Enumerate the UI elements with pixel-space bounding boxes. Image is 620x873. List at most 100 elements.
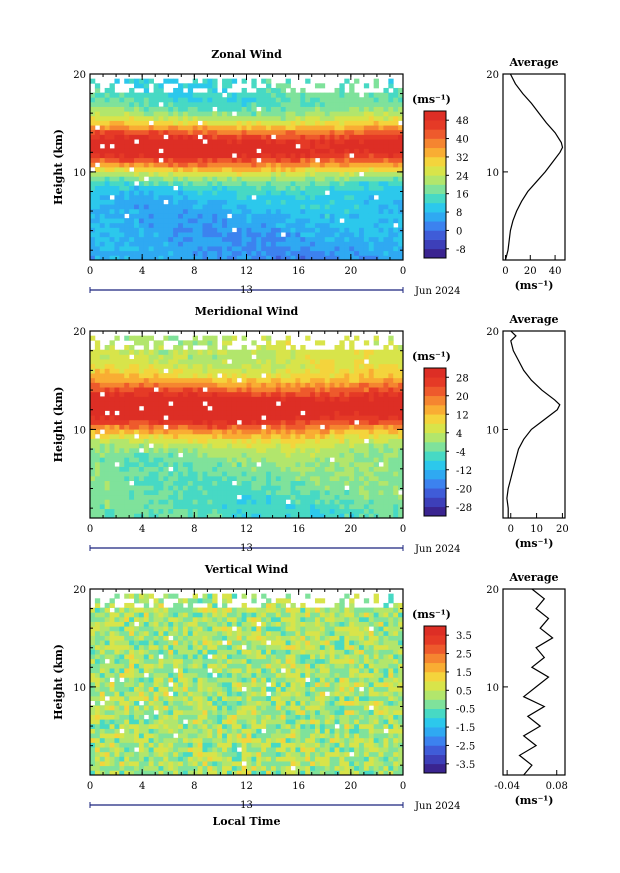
heatmap-cell bbox=[202, 236, 208, 242]
heatmap-cell bbox=[202, 443, 208, 449]
heatmap-cell bbox=[90, 143, 96, 149]
heatmap-cell bbox=[129, 204, 135, 210]
heatmap-cell bbox=[275, 157, 282, 163]
heatmap-cell bbox=[378, 208, 384, 214]
heatmap-cell bbox=[339, 345, 345, 351]
heatmap-cell bbox=[158, 457, 164, 463]
heatmap-cell bbox=[217, 213, 223, 219]
heatmap-cell bbox=[275, 499, 282, 505]
heatmap-cell bbox=[217, 180, 223, 186]
heatmap-cell bbox=[275, 148, 282, 154]
heatmap-cell bbox=[266, 508, 272, 514]
heatmap-cell bbox=[212, 499, 218, 505]
heatmap-cell bbox=[368, 250, 375, 256]
heatmap-cell bbox=[197, 387, 203, 393]
heatmap-cell bbox=[261, 115, 267, 121]
heatmap-cell bbox=[173, 447, 179, 453]
heatmap-cell bbox=[334, 129, 340, 135]
heatmap-cell bbox=[124, 489, 130, 496]
heatmap-cell bbox=[217, 101, 223, 107]
heatmap-cell bbox=[383, 475, 389, 482]
heatmap-cell bbox=[143, 218, 150, 224]
heatmap-cell bbox=[173, 373, 179, 379]
panel-title: Meridional Wind bbox=[195, 305, 299, 318]
heatmap-cell bbox=[266, 153, 272, 159]
heatmap-cell bbox=[207, 120, 213, 126]
heatmap-cell bbox=[270, 157, 277, 163]
heatmap-cell bbox=[129, 410, 135, 416]
heatmap-cell bbox=[261, 143, 267, 149]
heatmap-cell bbox=[368, 405, 375, 411]
heatmap-cell bbox=[182, 471, 189, 477]
heatmap-cell bbox=[114, 125, 120, 131]
heatmap-cell bbox=[143, 129, 150, 135]
heatmap-cell bbox=[378, 101, 384, 107]
heatmap-cell bbox=[119, 92, 125, 98]
heatmap-cell bbox=[251, 83, 257, 89]
colorbar-segment bbox=[424, 479, 446, 489]
heatmap-cell bbox=[339, 157, 345, 163]
heatmap-cell bbox=[222, 208, 228, 214]
heatmap-cell bbox=[168, 499, 174, 505]
heatmap-cell bbox=[349, 447, 355, 453]
heatmap-cell bbox=[319, 503, 326, 510]
heatmap-cell bbox=[99, 447, 106, 453]
heatmap-cell bbox=[344, 143, 350, 149]
heatmap-cell bbox=[153, 359, 159, 365]
heatmap-cell bbox=[197, 452, 203, 458]
heatmap-cell bbox=[99, 387, 106, 393]
heatmap-cell bbox=[246, 419, 252, 425]
heatmap-cell bbox=[305, 227, 311, 233]
heatmap-cell bbox=[398, 410, 404, 416]
heatmap-cell bbox=[178, 340, 184, 346]
heatmap-cell bbox=[241, 153, 247, 159]
heatmap-cell bbox=[104, 480, 110, 486]
heatmap-cell bbox=[217, 227, 223, 233]
heatmap-cell bbox=[94, 452, 101, 458]
heatmap-cell bbox=[231, 250, 238, 256]
heatmap-cell bbox=[383, 157, 389, 163]
heatmap-cell bbox=[207, 429, 213, 435]
heatmap-cell bbox=[275, 250, 282, 256]
heatmap-cell bbox=[158, 461, 164, 467]
heatmap-cell bbox=[363, 97, 370, 103]
heatmap-cell bbox=[187, 232, 194, 238]
heatmap-cell bbox=[290, 438, 296, 444]
heatmap-cell bbox=[222, 475, 228, 482]
heatmap-cell bbox=[368, 92, 375, 98]
heatmap-cell bbox=[270, 419, 277, 425]
heatmap-cell bbox=[261, 153, 267, 159]
heatmap-cell bbox=[124, 461, 130, 467]
heatmap-cell bbox=[197, 363, 203, 369]
heatmap-cell bbox=[153, 429, 159, 435]
heatmap-cell bbox=[217, 475, 223, 482]
heatmap-cell bbox=[207, 410, 213, 416]
heatmap-cell bbox=[241, 503, 247, 510]
heatmap-cell bbox=[310, 466, 316, 472]
heatmap-cell bbox=[148, 485, 154, 491]
heatmap-cell bbox=[344, 227, 350, 233]
heatmap-cell bbox=[192, 171, 198, 177]
heatmap-cell bbox=[295, 415, 301, 421]
heatmap-cell bbox=[187, 106, 194, 112]
heatmap-cell bbox=[124, 111, 130, 117]
heatmap-cell bbox=[310, 222, 316, 228]
heatmap-cell bbox=[261, 475, 267, 482]
colorbar-segment bbox=[424, 460, 446, 471]
heatmap-cell bbox=[393, 387, 399, 393]
heatmap-cell bbox=[182, 387, 189, 393]
heatmap-cell bbox=[148, 255, 154, 261]
heatmap-cell bbox=[226, 227, 233, 233]
heatmap-cell bbox=[256, 241, 262, 247]
heatmap-cell bbox=[129, 78, 135, 84]
heatmap-cell bbox=[300, 106, 306, 112]
heatmap-cell bbox=[236, 139, 243, 145]
heatmap-cell bbox=[339, 447, 345, 453]
heatmap-cell bbox=[354, 218, 360, 224]
heatmap-cell bbox=[344, 120, 350, 126]
heatmap-cell bbox=[246, 153, 252, 159]
heatmap-cell bbox=[99, 368, 106, 374]
heatmap-cell bbox=[246, 513, 252, 519]
heatmap-cell bbox=[324, 106, 331, 112]
heatmap-cell bbox=[256, 246, 262, 252]
